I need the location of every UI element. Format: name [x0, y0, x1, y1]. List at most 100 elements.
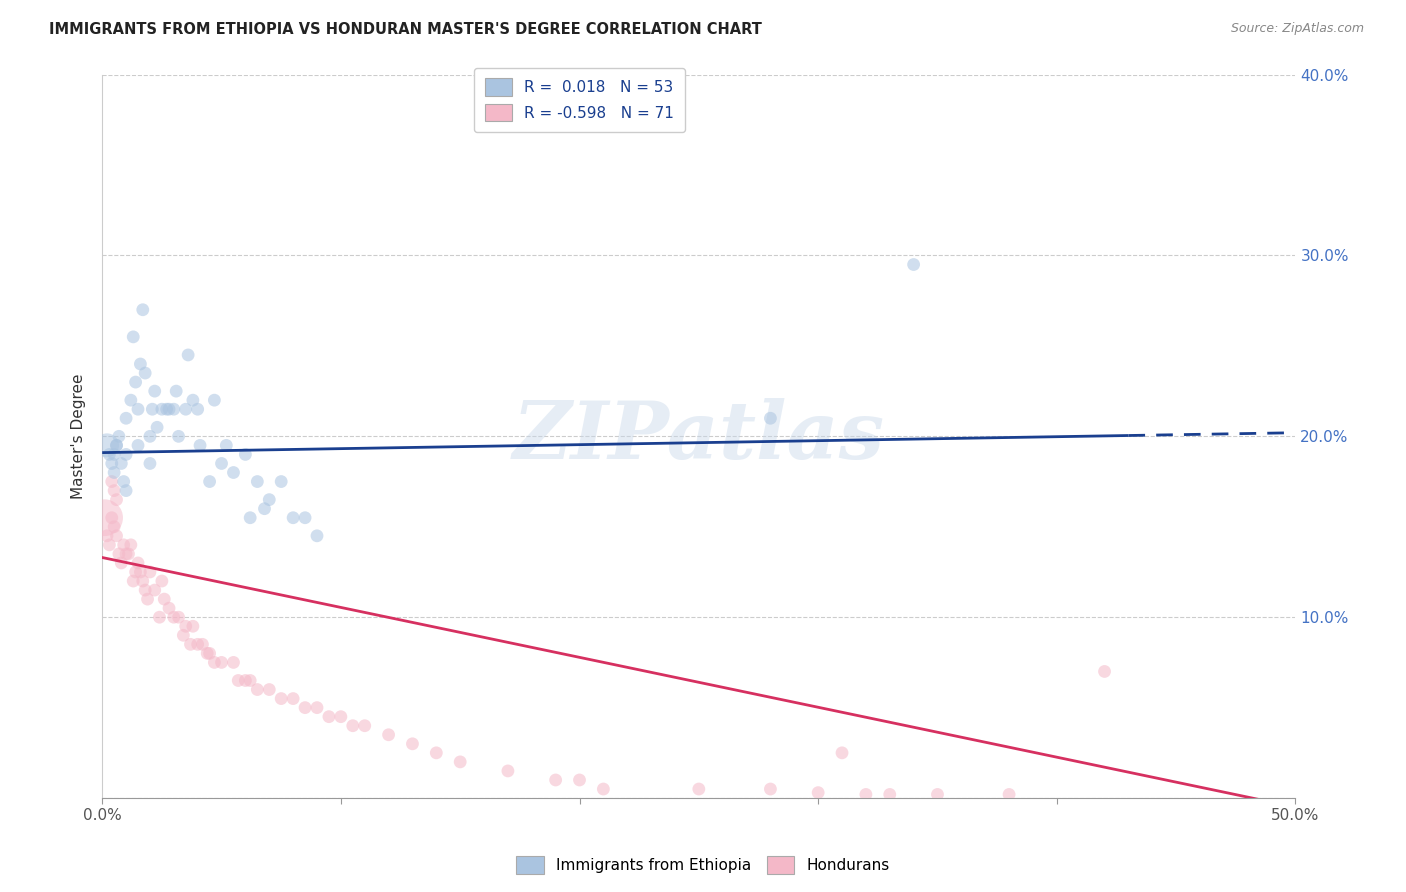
Point	[318, 709, 340, 723]
Point	[294, 700, 316, 714]
Point	[124, 375, 146, 389]
Point	[157, 601, 180, 615]
Point	[281, 691, 304, 706]
Point	[202, 656, 225, 670]
Legend: R =  0.018   N = 53, R = -0.598   N = 71: R = 0.018 N = 53, R = -0.598 N = 71	[474, 68, 685, 132]
Point	[153, 592, 176, 607]
Point	[117, 547, 139, 561]
Point	[211, 656, 233, 670]
Point	[181, 393, 204, 408]
Point	[927, 788, 949, 802]
Point	[294, 510, 316, 524]
Point	[93, 510, 115, 524]
Point	[141, 402, 163, 417]
Point	[188, 438, 211, 452]
Point	[281, 510, 304, 524]
Point	[759, 411, 782, 425]
Point	[759, 782, 782, 797]
Point	[100, 475, 122, 489]
Point	[98, 447, 121, 461]
Point	[222, 656, 245, 670]
Point	[132, 302, 155, 317]
Point	[270, 691, 292, 706]
Point	[246, 682, 269, 697]
Point	[134, 583, 156, 598]
Point	[165, 384, 187, 398]
Point	[239, 510, 262, 524]
Point	[120, 393, 142, 408]
Point	[253, 501, 276, 516]
Point	[96, 529, 118, 543]
Point	[146, 420, 169, 434]
Point	[108, 429, 131, 443]
Point	[246, 475, 269, 489]
Point	[377, 728, 399, 742]
Y-axis label: Master's Degree: Master's Degree	[72, 374, 86, 500]
Point	[259, 492, 281, 507]
Point	[143, 384, 166, 398]
Point	[187, 402, 209, 417]
Point	[174, 402, 197, 417]
Point	[195, 646, 218, 660]
Point	[235, 673, 257, 688]
Point	[127, 402, 149, 417]
Point	[115, 411, 138, 425]
Point	[132, 574, 155, 588]
Point	[124, 565, 146, 579]
Point	[103, 447, 125, 461]
Point	[143, 583, 166, 598]
Point	[998, 788, 1021, 802]
Point	[259, 682, 281, 697]
Point	[105, 438, 128, 452]
Point	[139, 565, 162, 579]
Point	[157, 402, 180, 417]
Point	[115, 447, 138, 461]
Point	[112, 538, 135, 552]
Point	[1094, 665, 1116, 679]
Point	[226, 673, 249, 688]
Point	[139, 457, 162, 471]
Point	[156, 402, 179, 417]
Point	[110, 556, 132, 570]
Point	[129, 565, 152, 579]
Point	[122, 330, 145, 344]
Point	[127, 438, 149, 452]
Point	[807, 786, 830, 800]
Point	[167, 429, 190, 443]
Point	[115, 547, 138, 561]
Point	[103, 520, 125, 534]
Point	[103, 483, 125, 498]
Point	[115, 483, 138, 498]
Text: IMMIGRANTS FROM ETHIOPIA VS HONDURAN MASTER'S DEGREE CORRELATION CHART: IMMIGRANTS FROM ETHIOPIA VS HONDURAN MAS…	[49, 22, 762, 37]
Point	[425, 746, 447, 760]
Point	[174, 619, 197, 633]
Point	[127, 556, 149, 570]
Point	[568, 772, 591, 787]
Point	[353, 719, 375, 733]
Point	[235, 447, 257, 461]
Point	[150, 402, 173, 417]
Point	[198, 646, 221, 660]
Point	[167, 610, 190, 624]
Point	[222, 466, 245, 480]
Point	[100, 457, 122, 471]
Point	[112, 475, 135, 489]
Point	[401, 737, 423, 751]
Point	[177, 348, 200, 362]
Point	[105, 492, 128, 507]
Point	[544, 772, 567, 787]
Point	[198, 475, 221, 489]
Point	[110, 457, 132, 471]
Point	[879, 788, 901, 802]
Point	[342, 719, 364, 733]
Point	[139, 429, 162, 443]
Point	[98, 538, 121, 552]
Point	[148, 610, 170, 624]
Legend: Immigrants from Ethiopia, Hondurans: Immigrants from Ethiopia, Hondurans	[510, 850, 896, 880]
Point	[163, 402, 186, 417]
Point	[239, 673, 262, 688]
Text: Source: ZipAtlas.com: Source: ZipAtlas.com	[1230, 22, 1364, 36]
Point	[129, 357, 152, 371]
Point	[100, 510, 122, 524]
Point	[305, 529, 328, 543]
